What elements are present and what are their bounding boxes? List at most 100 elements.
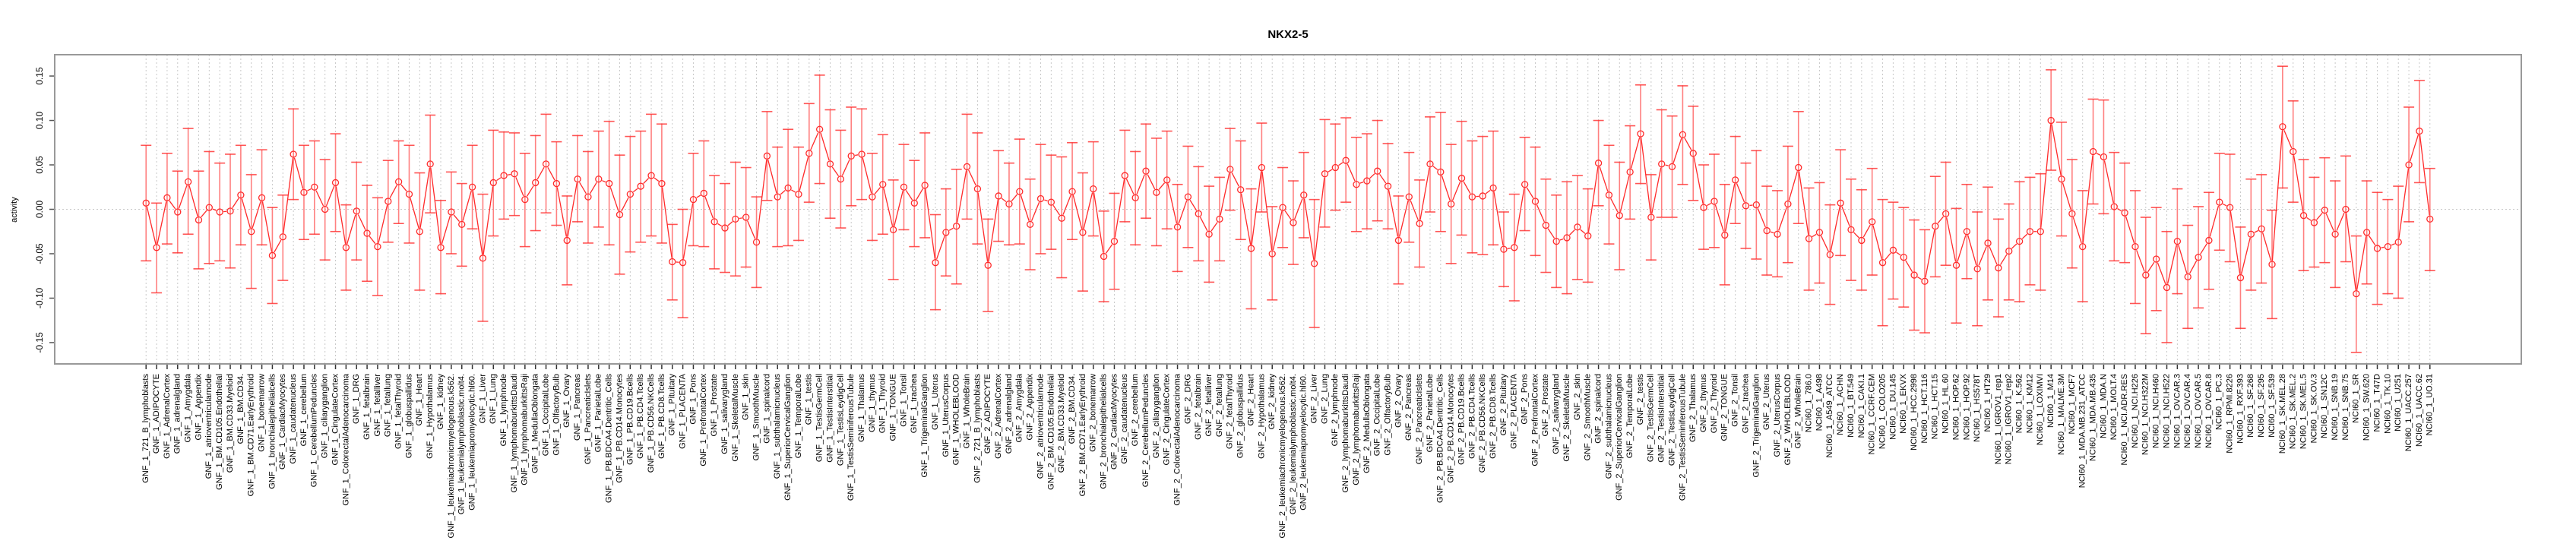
x-tick-label: NCI60_1_HOP.92 xyxy=(1962,374,1971,440)
x-tick-label: NCI60_1_PC.3 xyxy=(2215,374,2224,430)
x-tick-label: NCI60_1_M14 xyxy=(2046,374,2055,428)
error-bar xyxy=(277,194,289,281)
data-point xyxy=(405,190,413,198)
x-tick-label: NCI60_1_ACHN xyxy=(1836,374,1845,435)
data-point xyxy=(932,259,939,267)
series-segment xyxy=(335,186,347,244)
data-point xyxy=(879,181,887,188)
data-point xyxy=(647,172,655,179)
data-point xyxy=(1805,235,1813,242)
data-point xyxy=(1100,252,1108,261)
data-point xyxy=(2058,175,2065,183)
series-segment xyxy=(2261,232,2272,261)
error-bar xyxy=(2214,153,2225,251)
x-tick-label: GNF_2_Thyroid xyxy=(1710,374,1719,433)
data-point xyxy=(1932,223,1939,230)
series-segment xyxy=(307,188,312,191)
error-bar xyxy=(1614,161,1625,270)
error-bar xyxy=(1698,164,1710,250)
data-point xyxy=(311,183,318,191)
data-point xyxy=(1142,167,1150,175)
error-bar xyxy=(1224,128,1236,211)
series-segment xyxy=(2345,213,2356,290)
series-segment xyxy=(1757,208,1766,228)
error-bars xyxy=(141,65,2435,353)
data-point xyxy=(2100,153,2108,161)
data-point xyxy=(784,184,792,192)
x-tick-label: GNF_2_Thalamus xyxy=(1688,374,1698,442)
data-point xyxy=(858,150,866,158)
error-bar xyxy=(2350,235,2362,353)
error-bar xyxy=(1414,179,1426,268)
series-segment xyxy=(1841,206,1850,226)
error-bar xyxy=(1193,166,1204,262)
error-bar xyxy=(1150,138,1162,247)
x-tick-label: GNF_2_CingulateCortex xyxy=(1163,374,1172,466)
error-bar xyxy=(267,207,278,305)
x-tick-label: GNF_1_OlfactoryBulb xyxy=(552,374,561,456)
data-point xyxy=(921,182,929,189)
x-tick-label: GNF_2_Tonsil xyxy=(1731,374,1740,427)
series-segment xyxy=(526,185,534,197)
x-tick-label: NCI60_1_MALME.3M xyxy=(2057,374,2066,455)
data-point xyxy=(1574,223,1581,231)
data-point xyxy=(1216,215,1223,223)
error-bar xyxy=(1635,84,1646,185)
x-tick-label: GNF_1_bonemarrow xyxy=(257,374,266,452)
x-tick-label: GNF_2_Prostate xyxy=(1541,374,1550,437)
series-segment xyxy=(325,185,335,207)
data-point xyxy=(1647,213,1655,221)
x-tick-label: GNF_2_UterusCorpus xyxy=(1773,374,1782,457)
x-tick-label: NCI60_1_HS578T xyxy=(1973,374,1982,442)
y-tick-label: 0.10 xyxy=(34,112,45,130)
x-tick-label: NCI60_1_MOLT.4 xyxy=(2109,374,2119,440)
error-bar xyxy=(740,166,752,268)
x-tick-label: GNF_1_TemporalLobe xyxy=(794,374,803,458)
error-bar xyxy=(2424,167,2435,271)
data-point xyxy=(1710,198,1718,205)
error-bar xyxy=(793,146,804,242)
data-point xyxy=(2290,147,2297,156)
x-tick-label: GNF_2_leukemialymphoblastic.molt4. xyxy=(1289,374,1298,514)
series-segment xyxy=(936,236,945,260)
error-bar xyxy=(1245,188,1257,310)
data-point xyxy=(616,210,624,219)
data-point xyxy=(1742,202,1750,210)
x-tick-label: GNF_2_BM.CD71.EarlyErythroid xyxy=(1078,374,1087,496)
error-bar xyxy=(1424,116,1435,213)
data-point xyxy=(1921,277,1929,285)
error-bar xyxy=(1003,162,1014,246)
data-point xyxy=(795,190,802,198)
data-point xyxy=(552,179,561,188)
series-segment xyxy=(1251,171,1262,245)
y-axis: -0.15 -0.10 -0.05 0.00 0.05 0.10 0.15 xyxy=(34,67,55,353)
data-point xyxy=(1079,229,1087,236)
error-bar xyxy=(1835,149,1847,257)
data-point xyxy=(1226,166,1234,173)
data-point xyxy=(489,179,497,187)
data-point xyxy=(385,198,392,205)
data-point xyxy=(1973,265,1981,273)
data-point xyxy=(2089,147,2097,156)
series-segment xyxy=(1536,204,1545,223)
x-tick-label: GNF_1_WholeBrain xyxy=(962,374,971,448)
error-bar xyxy=(2182,224,2194,330)
error-bar xyxy=(1929,175,1941,278)
error-bar xyxy=(1992,218,2004,318)
series-segment xyxy=(2166,245,2177,284)
x-tick-label: GNF_2_721_B_lymphoblasts xyxy=(973,374,982,483)
series-segment xyxy=(1062,194,1071,215)
x-tick-label: GNF_1_Ovary xyxy=(562,374,571,428)
series-segment xyxy=(1896,251,1901,256)
data-point xyxy=(174,208,182,216)
x-tick-label: GNF_1_adrenalgland xyxy=(173,374,182,454)
x-tick-label: NCI60_1_OVCAR.5 xyxy=(2194,374,2203,448)
series-segment xyxy=(2147,261,2155,273)
x-tick-label: GNF_2_fetalliver xyxy=(1204,374,1214,437)
series-segment xyxy=(1284,210,1292,220)
error-bar xyxy=(309,140,320,236)
series-segment xyxy=(894,190,903,226)
x-tick-label: GNF_2_MedullaOblongata xyxy=(1362,373,1372,473)
series-segment xyxy=(146,207,157,245)
x-tick-label: NCI60_1_COLO205 xyxy=(1878,374,1887,449)
